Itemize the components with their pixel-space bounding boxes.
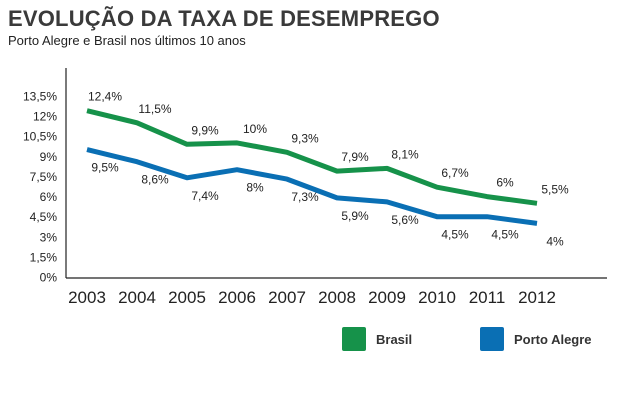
data-label-brasil: 6,7% <box>441 166 469 180</box>
data-label-brasil: 6% <box>496 176 514 190</box>
legend-swatch-brasil <box>342 327 366 351</box>
legend-label-porto-alegre: Porto Alegre <box>514 331 592 347</box>
legend-label-brasil: Brasil <box>376 331 413 347</box>
legend-swatch-porto-alegre <box>480 327 504 351</box>
data-label-porto-alegre: 5,9% <box>341 209 369 223</box>
series-line-brasil <box>86 108 538 206</box>
y-tick-label: 10,5% <box>23 130 57 144</box>
legend-item-porto-alegre: Porto Alegre <box>480 326 592 352</box>
x-tick-label: 2011 <box>469 288 506 307</box>
data-label-porto-alegre: 5,6% <box>391 213 419 227</box>
y-tick-label: 3% <box>40 230 58 244</box>
y-tick-label: 6% <box>40 190 58 204</box>
y-tick-label: 12% <box>33 110 57 124</box>
data-label-porto-alegre: 8% <box>246 181 264 195</box>
y-tick-label: 7,5% <box>30 170 58 184</box>
y-tick-label: 9% <box>40 150 58 164</box>
x-tick-label: 2005 <box>168 288 206 307</box>
data-label-porto-alegre: 4% <box>546 234 564 248</box>
chart-title: EVOLUÇÃO DA TAXA DE DESEMPREGO <box>8 6 440 31</box>
y-tick-label: 4,5% <box>30 210 58 224</box>
x-tick-label: 2004 <box>118 288 156 307</box>
x-tick-label: 2008 <box>318 288 356 307</box>
chart-subtitle: Porto Alegre e Brasil nos últimos 10 ano… <box>8 33 246 48</box>
data-label-brasil: 11,5% <box>138 102 171 116</box>
data-label-brasil: 8,1% <box>391 147 419 161</box>
data-label-porto-alegre: 7,4% <box>191 189 219 203</box>
x-tick-label: 2003 <box>68 288 106 307</box>
x-tick-label: 2007 <box>268 288 306 307</box>
data-label-porto-alegre: 8,6% <box>141 173 169 187</box>
legend-item-brasil: Brasil <box>342 326 412 352</box>
data-label-brasil: 9,9% <box>191 123 219 137</box>
y-tick-label: 0% <box>40 271 58 285</box>
x-tick-label: 2010 <box>418 288 456 307</box>
data-label-brasil: 9,3% <box>291 131 319 145</box>
x-tick-label: 2006 <box>218 288 256 307</box>
data-label-porto-alegre: 7,3% <box>291 190 319 204</box>
data-label-porto-alegre: 9,5% <box>91 161 119 175</box>
data-label-porto-alegre: 4,5% <box>441 228 469 242</box>
data-label-brasil: 10% <box>243 122 267 136</box>
x-tick-label: 2012 <box>518 288 556 307</box>
data-label-brasil: 5,5% <box>541 182 569 196</box>
x-tick-label: 2009 <box>368 288 406 307</box>
data-label-brasil: 12,4% <box>88 90 122 104</box>
y-tick-label: 13,5% <box>23 90 57 104</box>
series-line-porto-alegre <box>86 147 538 226</box>
data-label-brasil: 7,9% <box>341 150 369 164</box>
data-label-porto-alegre: 4,5% <box>491 228 519 242</box>
y-tick-label: 1,5% <box>30 250 58 264</box>
